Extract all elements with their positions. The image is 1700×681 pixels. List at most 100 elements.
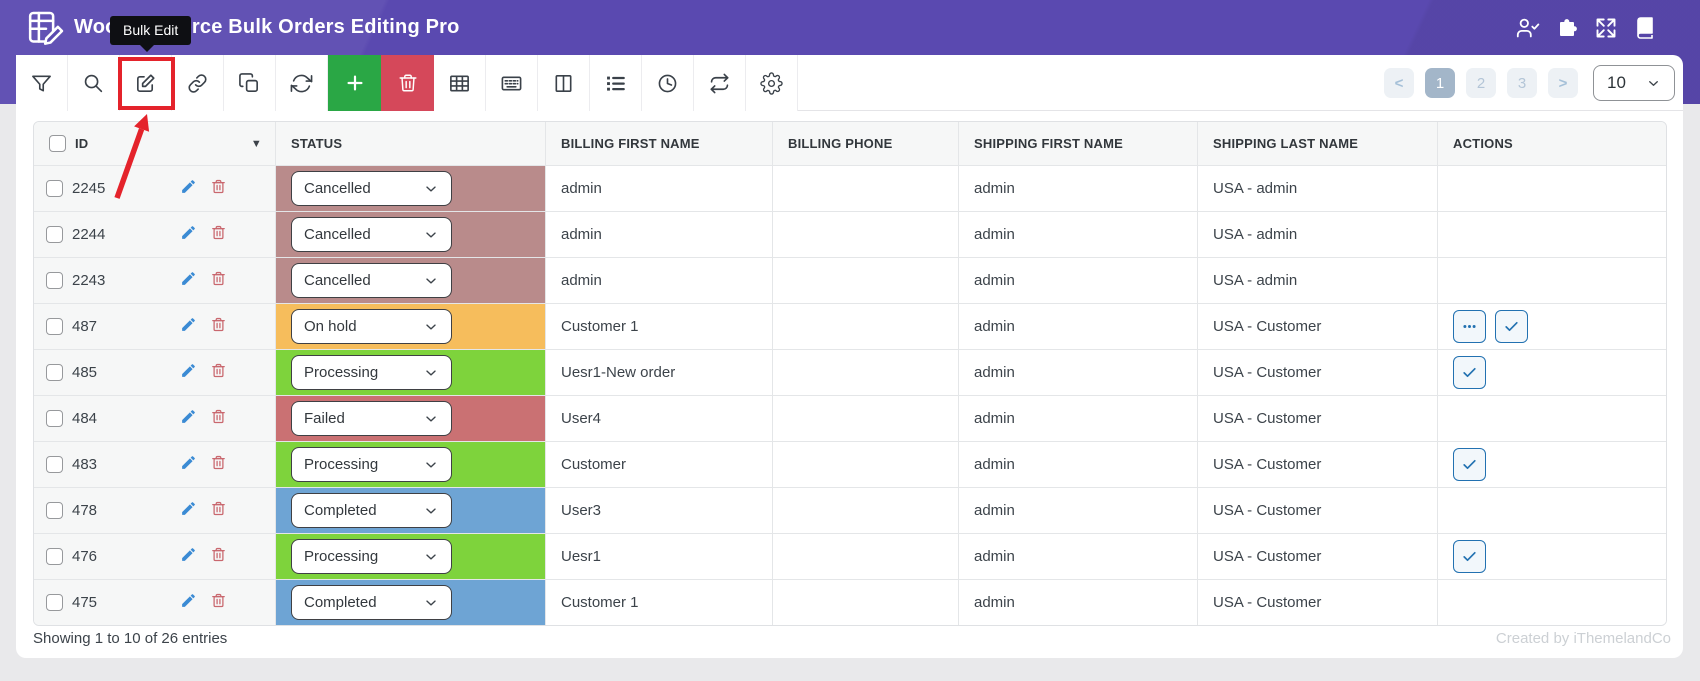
inline-edit-button[interactable] bbox=[486, 55, 538, 111]
edit-row-icon[interactable] bbox=[180, 270, 197, 291]
cell-id: 475 bbox=[34, 580, 275, 625]
cell-shipping-first-name: admin bbox=[958, 350, 1197, 395]
cell-actions bbox=[1437, 166, 1666, 211]
pagination-prev-button[interactable]: < bbox=[1384, 68, 1414, 98]
bind-edit-button[interactable] bbox=[172, 55, 224, 111]
cell-shipping-first-name: admin bbox=[958, 442, 1197, 487]
delete-row-icon[interactable] bbox=[210, 224, 227, 245]
status-select[interactable]: Processing bbox=[291, 539, 452, 574]
row-checkbox[interactable] bbox=[46, 318, 63, 335]
status-select[interactable]: Processing bbox=[291, 355, 452, 390]
status-select[interactable]: Cancelled bbox=[291, 217, 452, 252]
row-checkbox[interactable] bbox=[46, 226, 63, 243]
app-logo-icon bbox=[28, 11, 64, 45]
fullscreen-expand-icon[interactable] bbox=[1594, 16, 1618, 40]
select-all-checkbox[interactable] bbox=[49, 135, 66, 152]
column-profiles-button[interactable] bbox=[590, 55, 642, 111]
pagination-next-button[interactable]: > bbox=[1548, 68, 1578, 98]
sort-desc-icon[interactable]: ▼ bbox=[250, 137, 262, 150]
delete-row-icon[interactable] bbox=[210, 316, 227, 337]
edit-row-icon[interactable] bbox=[180, 454, 197, 475]
order-id: 2245 bbox=[72, 180, 106, 197]
status-value: On hold bbox=[304, 318, 357, 335]
delete-row-icon[interactable] bbox=[210, 592, 227, 613]
transfer-button[interactable] bbox=[694, 55, 746, 111]
status-value: Completed bbox=[304, 502, 377, 519]
row-checkbox[interactable] bbox=[46, 272, 63, 289]
history-button[interactable] bbox=[642, 55, 694, 111]
delete-row-icon[interactable] bbox=[210, 546, 227, 567]
cell-billing-phone bbox=[772, 534, 958, 579]
status-select[interactable]: Cancelled bbox=[291, 171, 452, 206]
delete-row-icon[interactable] bbox=[210, 178, 227, 199]
row-approve-button[interactable] bbox=[1453, 540, 1486, 573]
order-id: 475 bbox=[72, 594, 98, 611]
column-header-actions: ACTIONS bbox=[1437, 122, 1666, 165]
columns-manager-button[interactable] bbox=[538, 55, 590, 111]
cell-billing-phone bbox=[772, 212, 958, 257]
status-select[interactable]: Cancelled bbox=[291, 263, 452, 298]
row-approve-button[interactable] bbox=[1453, 448, 1486, 481]
pagination-page-2[interactable]: 2 bbox=[1466, 68, 1496, 98]
edit-row-icon[interactable] bbox=[180, 178, 197, 199]
documentation-book-icon[interactable] bbox=[1633, 16, 1657, 40]
delete-row-icon[interactable] bbox=[210, 408, 227, 429]
edit-row-icon[interactable] bbox=[180, 362, 197, 383]
orders-table: ID ▼ STATUS BILLING FIRST NAME BILLING PHONE… bbox=[33, 121, 1667, 626]
row-approve-button[interactable] bbox=[1453, 356, 1486, 389]
table-row: 487 On hold Customer 1 admin USA - Customer bbox=[34, 303, 1666, 349]
edit-row-icon[interactable] bbox=[180, 408, 197, 429]
cell-shipping-first-name: admin bbox=[958, 488, 1197, 533]
cell-billing-first-name: Uesr1-New order bbox=[545, 350, 772, 395]
row-checkbox[interactable] bbox=[46, 594, 63, 611]
status-select[interactable]: Processing bbox=[291, 447, 452, 482]
row-approve-button[interactable] bbox=[1495, 310, 1528, 343]
status-select[interactable]: Completed bbox=[291, 493, 452, 528]
settings-button[interactable] bbox=[746, 55, 798, 111]
plugin-puzzle-icon[interactable] bbox=[1555, 16, 1579, 40]
cell-id: 478 bbox=[34, 488, 275, 533]
delete-row-icon[interactable] bbox=[210, 270, 227, 291]
status-select[interactable]: Failed bbox=[291, 401, 452, 436]
user-check-icon[interactable] bbox=[1516, 16, 1540, 40]
order-id: 2243 bbox=[72, 272, 106, 289]
column-header-billing-phone: BILLING PHONE bbox=[772, 122, 958, 165]
table-view-button[interactable] bbox=[434, 55, 486, 111]
row-checkbox[interactable] bbox=[46, 502, 63, 519]
delete-row-icon[interactable] bbox=[210, 454, 227, 475]
row-checkbox[interactable] bbox=[46, 180, 63, 197]
delete-orders-button[interactable] bbox=[381, 55, 434, 111]
status-select[interactable]: On hold bbox=[291, 309, 452, 344]
row-checkbox[interactable] bbox=[46, 364, 63, 381]
column-header-id: ID ▼ bbox=[34, 122, 275, 165]
pagination-page-3[interactable]: 3 bbox=[1507, 68, 1537, 98]
cell-shipping-last-name: USA - admin bbox=[1197, 212, 1437, 257]
edit-row-icon[interactable] bbox=[180, 500, 197, 521]
status-select[interactable]: Completed bbox=[291, 585, 452, 620]
cell-billing-first-name: User4 bbox=[545, 396, 772, 441]
refresh-button[interactable] bbox=[276, 55, 328, 111]
search-button[interactable] bbox=[68, 55, 120, 111]
duplicate-button[interactable] bbox=[224, 55, 276, 111]
page-size-select[interactable]: 10 bbox=[1593, 65, 1675, 101]
page-size-value: 10 bbox=[1607, 73, 1626, 92]
edit-row-icon[interactable] bbox=[180, 224, 197, 245]
cell-billing-first-name: Uesr1 bbox=[545, 534, 772, 579]
filter-button[interactable] bbox=[16, 55, 68, 111]
delete-row-icon[interactable] bbox=[210, 500, 227, 521]
cell-billing-first-name: admin bbox=[545, 212, 772, 257]
row-checkbox[interactable] bbox=[46, 410, 63, 427]
edit-row-icon[interactable] bbox=[180, 592, 197, 613]
cell-id: 2245 bbox=[34, 166, 275, 211]
order-id: 485 bbox=[72, 364, 98, 381]
edit-row-icon[interactable] bbox=[180, 316, 197, 337]
row-checkbox[interactable] bbox=[46, 548, 63, 565]
row-more-actions-button[interactable] bbox=[1453, 310, 1486, 343]
delete-row-icon[interactable] bbox=[210, 362, 227, 383]
cell-billing-first-name: admin bbox=[545, 166, 772, 211]
pagination-page-1[interactable]: 1 bbox=[1425, 68, 1455, 98]
row-checkbox[interactable] bbox=[46, 456, 63, 473]
edit-row-icon[interactable] bbox=[180, 546, 197, 567]
bulk-edit-button[interactable] bbox=[120, 55, 172, 111]
add-order-button[interactable] bbox=[328, 55, 381, 111]
